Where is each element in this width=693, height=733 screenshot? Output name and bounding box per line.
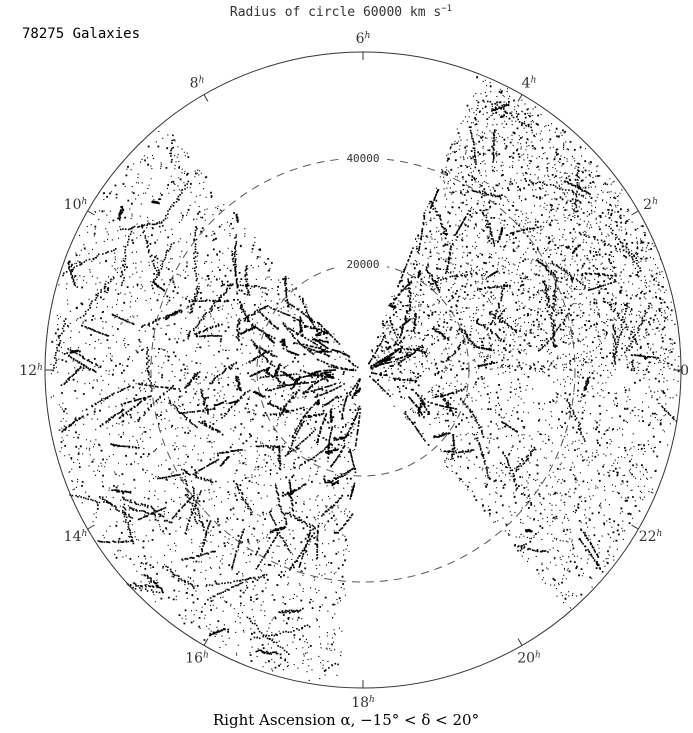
ra-tick-label-hour-6: 6	[356, 31, 365, 47]
survey-wedge-1	[50, 130, 362, 681]
ra-tick-label-unit-22: h	[657, 529, 663, 539]
ra-tick-label-unit-20: h	[535, 651, 541, 661]
ra-tick-label-10: 10h	[64, 197, 88, 213]
survey-wedge-0	[368, 76, 680, 372]
ra-tick-label-12: 12h	[19, 363, 43, 379]
ra-tick-label-hour-20: 20	[517, 651, 535, 667]
radial-ring-label-bg-40000	[339, 151, 387, 163]
ra-tick-label-unit-10: h	[81, 197, 87, 207]
radial-ring-label-20000: 20000	[346, 258, 379, 271]
galaxy-points-wedge-0	[368, 76, 680, 372]
chart-title-text: Radius of circle 60000 km s	[230, 5, 441, 20]
ra-tick-label-unit-12: h	[37, 363, 43, 373]
ra-tick-label-unit-8: h	[199, 75, 205, 85]
ra-tick-label-hour-18: 18	[351, 695, 369, 711]
outer-boundary-circle	[44, 51, 682, 689]
ra-tick-label-unit-14: h	[81, 529, 87, 539]
ra-tick-14	[87, 524, 95, 530]
ra-tick-label-unit-18: h	[369, 695, 375, 705]
ra-tick-label-unit-2: h	[652, 197, 658, 207]
ra-tick-label-hour-2: 2	[643, 197, 652, 213]
ra-tick-label-hour-0: 0	[680, 363, 689, 379]
ra-tick-label-unit-4: h	[531, 75, 537, 85]
galaxy-points-wedge-1	[50, 130, 362, 681]
galaxy-count-label: 78275 Galaxies	[22, 26, 140, 42]
ra-tick-label-18: 18h	[351, 695, 375, 711]
ra-tick-label-hour-14: 14	[64, 529, 82, 545]
radial-ring-label-bg-20000	[339, 257, 387, 269]
chart-title: Radius of circle 60000 km s−1	[230, 4, 452, 20]
ra-tick-label-14: 14h	[64, 529, 88, 545]
ra-tick-label-20: 20h	[517, 651, 541, 667]
ra-tick-10	[87, 210, 95, 216]
galaxy-points-wedge-2	[369, 370, 680, 609]
ra-tick-label-hour-12: 12	[19, 363, 37, 379]
ra-tick-16	[203, 638, 209, 646]
radial-ring-40000	[150, 157, 576, 583]
survey-wedges	[50, 76, 680, 681]
ra-tick-label-hour-8: 8	[190, 75, 199, 91]
ra-tick-label-4: 4h	[522, 75, 537, 91]
ra-tick-label-hour-16: 16	[185, 651, 203, 667]
ra-tick-marks	[45, 52, 681, 688]
ra-tick-20	[517, 638, 523, 646]
ra-tick-2	[631, 210, 639, 216]
ra-tick-label-16: 16h	[185, 651, 209, 667]
ra-tick-label-hour-10: 10	[64, 197, 82, 213]
ra-tick-label-8: 8h	[190, 75, 205, 91]
chart-title-superscript: −1	[441, 4, 452, 14]
x-axis-label: Right Ascension α, −15° < δ < 20°	[213, 711, 479, 729]
ra-tick-label-6: 6h	[356, 31, 371, 47]
ra-tick-label-unit-6: h	[365, 31, 371, 41]
ra-tick-label-hour-4: 4	[522, 75, 531, 91]
ra-tick-label-unit-16: h	[203, 651, 209, 661]
ra-tick-label-0: 0	[680, 363, 689, 379]
survey-wedge-2	[369, 370, 680, 609]
ra-tick-22	[631, 524, 639, 530]
ra-tick-label-hour-22: 22	[639, 529, 657, 545]
radial-ring-label-40000: 40000	[346, 152, 379, 165]
radial-rings: 20000 40000	[150, 151, 576, 583]
ra-tick-label-22: 22h	[639, 529, 663, 545]
ra-tick-8	[203, 94, 209, 102]
ra-tick-label-2: 2h	[643, 197, 658, 213]
radial-ring-20000	[256, 263, 470, 477]
ra-tick-4	[517, 94, 523, 102]
